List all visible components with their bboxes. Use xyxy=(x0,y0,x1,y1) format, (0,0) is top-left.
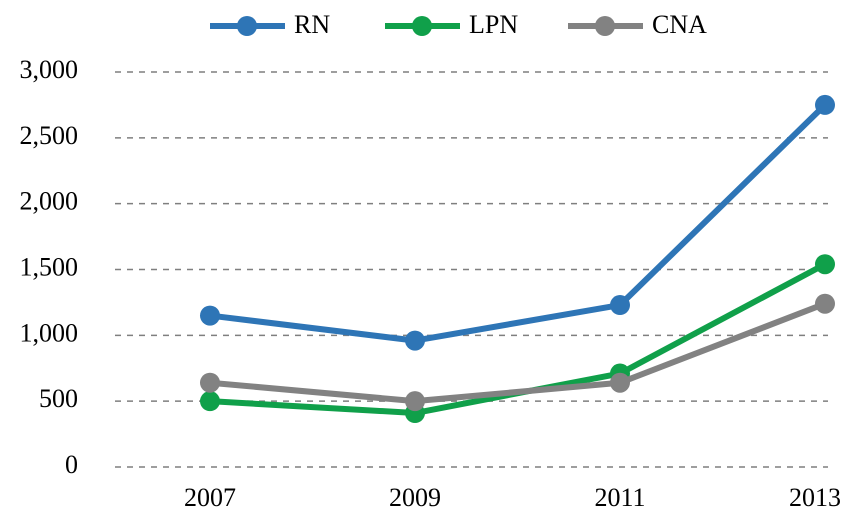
data-point xyxy=(815,254,835,275)
legend-marker xyxy=(237,16,257,36)
y-tick-label: 1,500 xyxy=(20,252,79,281)
y-tick-label: 500 xyxy=(39,384,78,413)
data-point xyxy=(405,391,425,412)
y-tick-label: 2,000 xyxy=(20,187,79,216)
series-line xyxy=(209,102,828,344)
x-tick-label: 2009 xyxy=(389,483,441,512)
y-tick-label: 0 xyxy=(65,450,78,479)
x-tick-label: 2007 xyxy=(184,483,236,512)
legend-label: RN xyxy=(294,10,330,39)
y-tick-label: 1,000 xyxy=(20,318,79,347)
data-point xyxy=(200,305,220,326)
data-point xyxy=(200,372,220,393)
data-point xyxy=(610,372,630,393)
data-point xyxy=(405,330,425,351)
data-point xyxy=(815,94,835,115)
series-line xyxy=(209,300,827,405)
data-point xyxy=(815,293,835,314)
legend-label: LPN xyxy=(469,10,518,39)
y-tick-label: 3,000 xyxy=(20,55,79,84)
data-point xyxy=(610,295,630,316)
data-point xyxy=(200,391,220,412)
y-tick-label: 2,500 xyxy=(20,121,79,150)
x-tick-label: 2011 xyxy=(594,483,645,512)
legend-marker xyxy=(595,16,615,36)
x-tick-label: 2013 xyxy=(789,483,841,512)
legend-label: CNA xyxy=(652,10,707,39)
legend-marker xyxy=(412,16,432,36)
